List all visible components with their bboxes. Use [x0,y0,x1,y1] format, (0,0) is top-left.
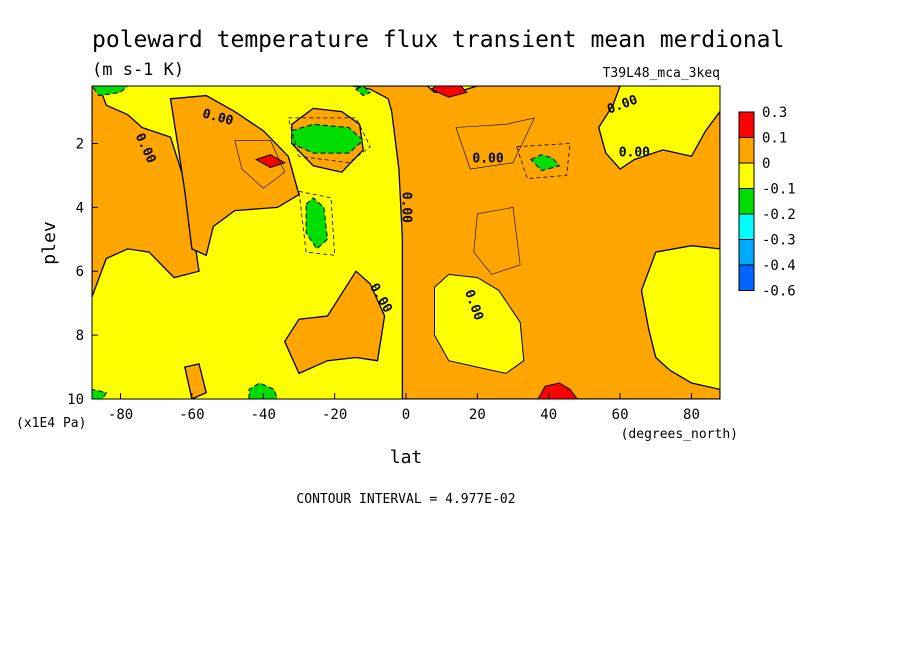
colorbar-label: -0.3 [762,233,796,249]
x-tick-label: 0 [402,407,410,423]
chart-title: poleward temperature flux transient mean… [92,27,784,53]
x-tick-label: -80 [108,407,133,423]
contour-region-strong_negative [530,154,561,172]
contour-region-positive [283,270,386,375]
colorbar-label: 0.1 [762,131,787,147]
contour-line-thin [234,140,286,189]
contour-region-strong_negative [355,86,372,97]
y-tick-label: 6 [76,264,84,280]
colorbar-label: -0.6 [762,284,796,300]
contour-region-positive [184,363,207,399]
contour-region-strong_negative [248,382,279,399]
contour-region-strong_negative [305,197,329,250]
contour-line-dashed [287,117,371,164]
y-tick-label: 2 [76,136,84,152]
y-axis-units: (x1E4 Pa) [16,416,86,431]
contour-label: 0.00 [472,152,503,167]
x-tick-label: 80 [683,407,700,423]
x-tick-label: 60 [612,407,629,423]
colorbar-swatch [738,213,755,240]
colorbar-swatch [738,162,755,189]
y-axis-label: plev [39,221,60,264]
contour-line-thin [473,207,521,275]
y-tick-label: 8 [76,328,84,344]
colorbar-swatch [738,239,755,266]
x-tick-label: 40 [540,407,557,423]
contour-region-negative [434,273,525,374]
contour-region-strong_positive [537,382,578,399]
y-tick-label: 10 [67,392,84,408]
contour-region-strong_negative [291,123,364,154]
colorbar-legend: 0.3 0.1 0 -0.1 -0.2 -0.3 -0.4 -0.6 [738,105,796,300]
contour-region-strong_positive [254,154,286,168]
y-axis: 2 4 6 8 10 [67,136,98,408]
colorbar-label: -0.4 [762,258,796,274]
colorbar-swatch [738,111,755,138]
contour-label: 0.00 [398,192,413,223]
contour-line-thin [455,117,536,170]
x-tick-label: -60 [179,407,204,423]
y-tick-label: 4 [76,200,84,216]
colorbar-swatch [738,264,755,291]
contour-line-dashed [298,190,336,256]
x-axis-label: lat [390,447,423,468]
x-tick-label: -20 [322,407,347,423]
contour-region-strong_positive [429,86,468,98]
x-tick-label: -40 [251,407,276,423]
x-axis-units: (degrees_north) [621,427,738,442]
colorbar-label: 0.3 [762,105,787,121]
contour-line-dashed [516,143,571,180]
dataset-label: T39L48_mca_3keq [603,66,720,81]
contour-region-positive [169,94,300,257]
contour-label: 0.00 [619,145,650,160]
colorbar-swatch [738,137,755,164]
colorbar-label: -0.2 [762,207,796,223]
contour-interval-note: CONTOUR INTERVAL = 4.977E-02 [296,492,515,507]
colorbar-swatch [738,188,755,215]
contour-region-strong_negative [92,86,129,97]
contour-region-strong_negative [92,388,108,399]
chart-subtitle: (m s-1 K) [92,60,184,80]
x-axis: -80 -60 -40 -20 0 20 40 60 80 [108,393,700,423]
x-tick-label: 20 [469,407,486,423]
colorbar-label: 0 [762,156,770,172]
colorbar-label: -0.1 [762,182,796,198]
